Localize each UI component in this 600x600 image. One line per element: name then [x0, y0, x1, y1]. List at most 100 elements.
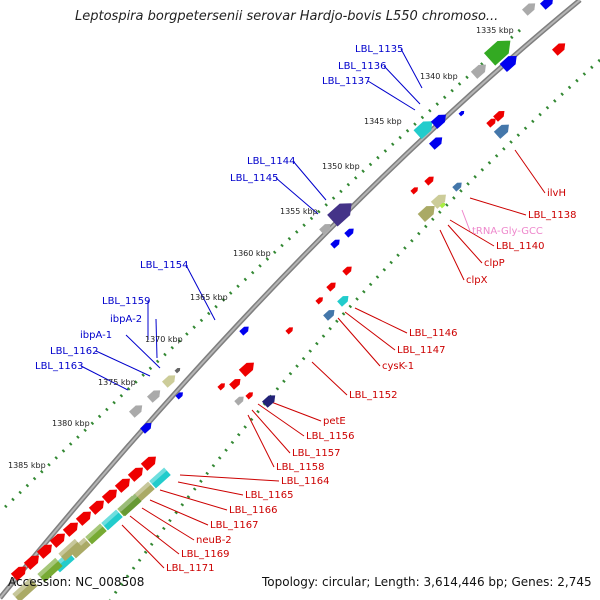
reverse-gene-label[interactable]: LBL_1167: [210, 520, 258, 531]
reverse-gene[interactable]: [229, 376, 243, 390]
forward-gene[interactable]: [174, 367, 182, 374]
reverse-gene[interactable]: [238, 359, 257, 377]
reverse-gene[interactable]: [245, 391, 254, 400]
reverse-gene-label[interactable]: petE: [323, 416, 346, 427]
forward-gene-label[interactable]: LBL_1159: [102, 296, 150, 307]
reverse-gene[interactable]: [337, 293, 351, 307]
reverse-gene[interactable]: [140, 453, 159, 471]
reverse-gene-label[interactable]: ilvH: [547, 188, 566, 199]
forward-gene-label[interactable]: ibpA-1: [80, 330, 112, 341]
reverse-gene-label[interactable]: LBL_1157: [292, 448, 340, 459]
reverse-gene[interactable]: [36, 541, 55, 559]
reverse-gene[interactable]: [493, 108, 507, 122]
reverse-gene[interactable]: [101, 486, 120, 504]
forward-gene-label[interactable]: LBL_1144: [247, 156, 295, 167]
reverse-gene[interactable]: [261, 392, 278, 408]
reverse-gene[interactable]: [49, 530, 68, 548]
forward-gene-label[interactable]: LBL_1145: [230, 173, 278, 184]
reverse-gene-label[interactable]: LBL_1147: [397, 345, 445, 356]
reverse-gene-block[interactable]: [133, 481, 155, 503]
forward-gene[interactable]: [140, 420, 154, 434]
tick-label: 1380 kbp: [52, 419, 90, 428]
reverse-gene-block[interactable]: [58, 538, 82, 562]
forward-gene[interactable]: [428, 134, 445, 150]
forward-gene[interactable]: [128, 402, 145, 418]
forward-gene-label[interactable]: LBL_1135: [355, 44, 403, 55]
forward-gene-label[interactable]: LBL_1137: [322, 76, 370, 87]
reverse-gene[interactable]: [486, 116, 497, 128]
reverse-gene[interactable]: [323, 307, 337, 321]
reverse-gene-label[interactable]: LBL_1138: [528, 210, 576, 221]
reverse-gene[interactable]: [10, 563, 29, 581]
forward-gene[interactable]: [161, 372, 178, 388]
reverse-gene[interactable]: [326, 280, 337, 292]
forward-gene[interactable]: [458, 110, 466, 117]
reverse-gene[interactable]: [234, 394, 245, 406]
reverse-gene[interactable]: [88, 497, 107, 515]
reverse-gene[interactable]: [439, 202, 447, 209]
forward-gene[interactable]: [483, 34, 516, 66]
forward-gene[interactable]: [146, 387, 163, 403]
tick-label: 1345 kbp: [364, 117, 402, 126]
forward-gene[interactable]: [470, 61, 489, 79]
reverse-gene-label[interactable]: LBL_1146: [409, 328, 457, 339]
forward-gene[interactable]: [499, 52, 521, 73]
reverse-gene-block[interactable]: [101, 509, 123, 531]
reverse-gene-block[interactable]: [149, 467, 171, 489]
reverse-gene-label[interactable]: cysK-1: [382, 361, 414, 372]
reverse-gene[interactable]: [410, 186, 419, 195]
reverse-gene[interactable]: [23, 552, 42, 570]
reverse-gene-label[interactable]: LBL_1165: [245, 490, 293, 501]
reverse-gene-label[interactable]: LBL_1164: [281, 476, 329, 487]
reverse-leader-line: [247, 414, 275, 468]
reverse-gene[interactable]: [417, 202, 439, 223]
forward-gene[interactable]: [319, 221, 333, 235]
reverse-gene[interactable]: [285, 326, 294, 335]
reverse-gene[interactable]: [430, 191, 449, 209]
forward-gene-label[interactable]: ibpA-2: [110, 314, 142, 325]
reverse-gene-label[interactable]: LBL_1158: [276, 462, 324, 473]
reverse-gene-label[interactable]: neuB-2: [196, 535, 232, 546]
forward-gene-label[interactable]: LBL_1162: [50, 346, 98, 357]
forward-leader-line: [292, 160, 327, 201]
forward-gene[interactable]: [430, 111, 449, 129]
reverse-gene[interactable]: [452, 180, 463, 192]
reverse-gene[interactable]: [114, 475, 133, 493]
reverse-gene-label[interactable]: LBL_1156: [306, 431, 354, 442]
forward-gene-label[interactable]: LBL_1136: [338, 61, 386, 72]
forward-gene[interactable]: [344, 226, 355, 238]
reverse-gene-label[interactable]: LBL_1169: [181, 549, 229, 560]
forward-gene[interactable]: [239, 324, 250, 336]
forward-gene[interactable]: [330, 237, 341, 249]
reverse-gene[interactable]: [493, 121, 512, 139]
reverse-leader-line: [141, 507, 195, 541]
reverse-gene[interactable]: [424, 174, 435, 186]
reverse-gene-label[interactable]: LBL_1171: [166, 563, 214, 574]
forward-gene[interactable]: [539, 0, 556, 10]
reverse-gene[interactable]: [551, 40, 568, 56]
tick-label: 1375 kbp: [98, 378, 136, 387]
reverse-gene[interactable]: [217, 382, 226, 391]
forward-gene-label[interactable]: LBL_1163: [35, 361, 83, 372]
reverse-gene-label[interactable]: LBL_1152: [349, 390, 397, 401]
reverse-leader-line: [129, 515, 180, 555]
forward-gene[interactable]: [413, 117, 437, 140]
reverse-gene-label[interactable]: clpX: [466, 275, 488, 286]
reverse-gene[interactable]: [315, 296, 324, 305]
reverse-gene[interactable]: [62, 519, 81, 537]
forward-gene[interactable]: [521, 0, 538, 16]
forward-gene-label[interactable]: LBL_1154: [140, 260, 188, 271]
forward-gene[interactable]: [327, 198, 357, 227]
forward-gene[interactable]: [175, 391, 184, 400]
reverse-gene-label[interactable]: LBL_1140: [496, 241, 544, 252]
reverse-gene-block[interactable]: [12, 577, 38, 600]
reverse-gene-label[interactable]: LBL_1166: [229, 505, 277, 516]
reverse-gene-block[interactable]: [118, 493, 142, 517]
reverse-gene-label[interactable]: tRNA-Gly-GCC: [472, 226, 543, 237]
reverse-gene-block[interactable]: [37, 557, 63, 583]
reverse-gene[interactable]: [75, 508, 94, 526]
reverse-gene-label[interactable]: clpP: [484, 258, 505, 269]
reverse-gene-block[interactable]: [85, 523, 107, 545]
reverse-gene[interactable]: [127, 464, 146, 482]
reverse-gene[interactable]: [342, 264, 353, 276]
